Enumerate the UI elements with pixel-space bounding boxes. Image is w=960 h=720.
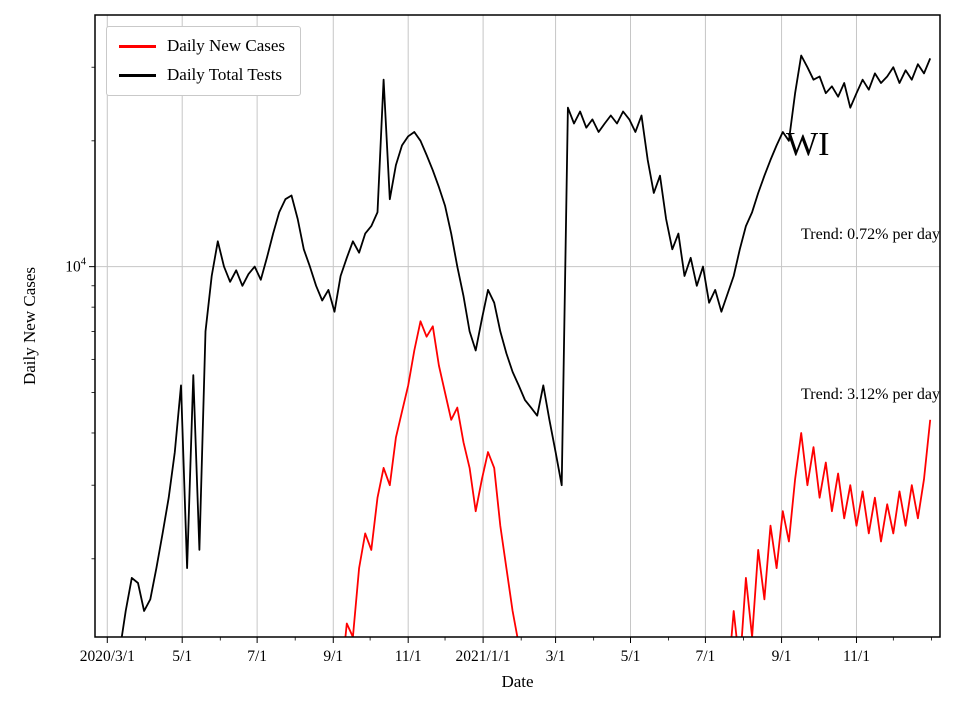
y-axis-label: Daily New Cases bbox=[20, 266, 39, 386]
legend-label: Daily Total Tests bbox=[167, 64, 283, 84]
trend-cases-annotation: Trend: 3.12% per day bbox=[801, 386, 940, 403]
x-tick-label: 5/1 bbox=[621, 648, 641, 665]
trend-tests-annotation: Trend: 0.72% per day bbox=[801, 226, 940, 243]
series-line-daily-new-cases bbox=[344, 320, 932, 637]
red-line-swatch bbox=[119, 44, 156, 48]
x-tick-label: 9/1 bbox=[323, 648, 343, 665]
legend-item-daily-total-tests: Daily Total Tests bbox=[119, 64, 285, 85]
series-line-daily-total-tests bbox=[120, 54, 932, 637]
legend-item-daily-new-cases: Daily New Cases bbox=[119, 36, 286, 56]
x-tick-label: 7/1 bbox=[696, 648, 716, 665]
x-tick-label: 7/1 bbox=[247, 648, 267, 665]
x-tick-label: 2020/3/1 bbox=[80, 648, 135, 665]
y-tick-label: 104 bbox=[65, 257, 87, 276]
legend: Daily New Cases Daily Total Tests bbox=[106, 26, 302, 97]
x-tick-label: 11/1 bbox=[395, 648, 422, 665]
x-tick-label: 3/1 bbox=[546, 648, 566, 665]
x-tick-label: 9/1 bbox=[772, 648, 792, 665]
state-annotation: WI bbox=[786, 126, 830, 163]
legend-label: Daily New Cases bbox=[167, 36, 286, 55]
x-tick-label: 2021/1/1 bbox=[456, 648, 511, 665]
x-tick-label: 11/1 bbox=[843, 648, 870, 665]
x-axis-label: Date bbox=[501, 672, 534, 691]
axes-border bbox=[94, 14, 941, 638]
x-tick-label: 5/1 bbox=[172, 648, 192, 665]
black-line-swatch bbox=[119, 73, 156, 77]
